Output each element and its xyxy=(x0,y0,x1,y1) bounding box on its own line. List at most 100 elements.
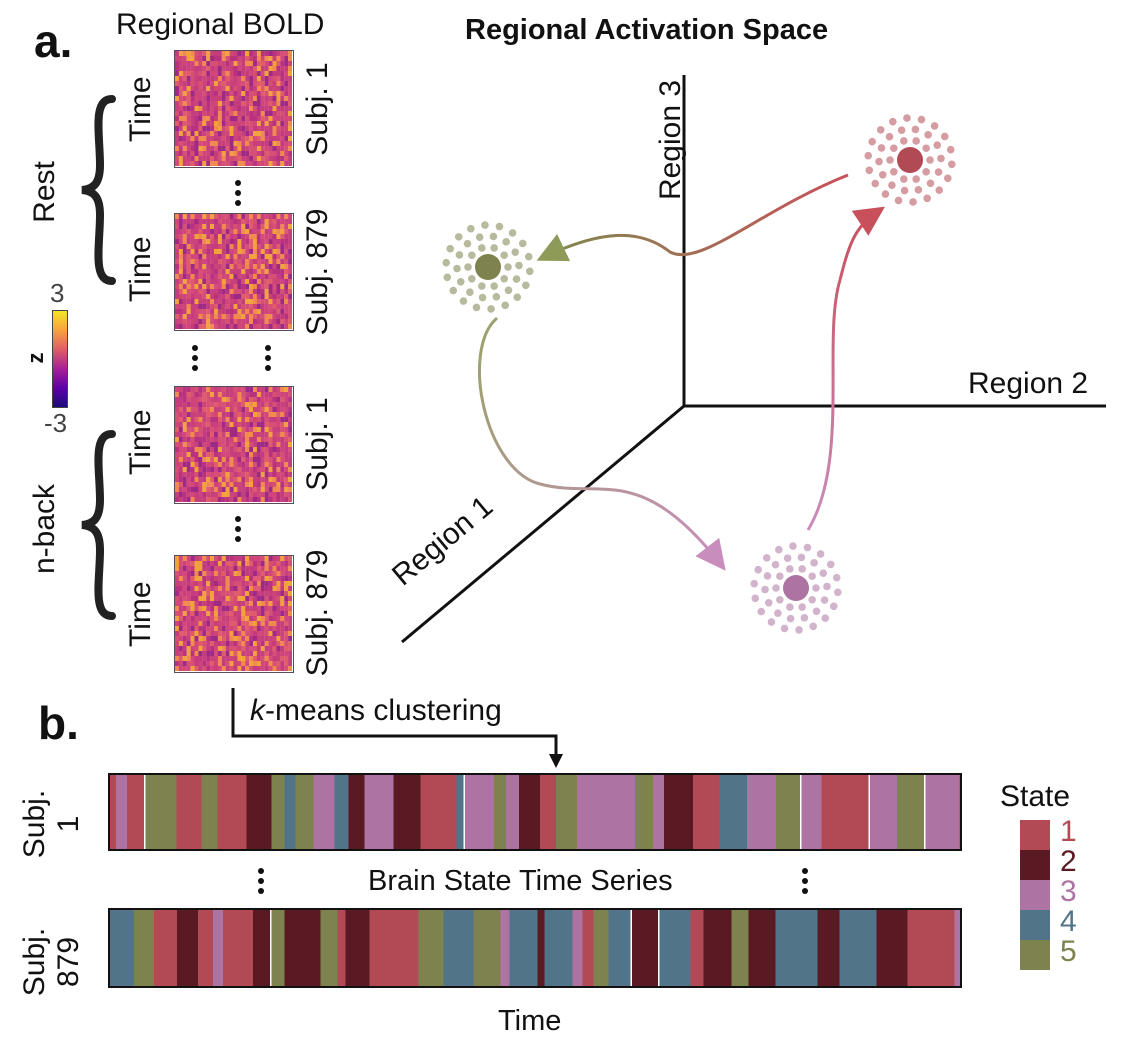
state-segment xyxy=(345,910,353,986)
cluster-point xyxy=(774,609,782,617)
cluster-point xyxy=(797,553,806,562)
state-segment xyxy=(176,775,202,849)
state-segment xyxy=(876,910,908,986)
state-segment xyxy=(572,910,583,986)
state-segment xyxy=(443,910,474,986)
cluster-point xyxy=(467,224,475,233)
state-segment xyxy=(690,910,704,986)
axis-lines xyxy=(401,75,1106,644)
cluster-point xyxy=(463,239,472,248)
state-segment xyxy=(305,910,321,986)
cluster-point xyxy=(468,251,476,260)
state-segment xyxy=(334,775,349,849)
ellipsis-series-left xyxy=(258,868,266,898)
cluster-point xyxy=(890,144,898,153)
cluster-point xyxy=(821,614,830,622)
cluster-state1 xyxy=(864,114,956,206)
cluster-point xyxy=(772,584,780,592)
cluster-point xyxy=(944,174,952,183)
cluster-point xyxy=(443,273,452,282)
cluster-point xyxy=(501,301,509,310)
cluster-point xyxy=(795,626,803,634)
cluster-point xyxy=(478,282,486,290)
state-segment xyxy=(213,910,223,986)
colorbar xyxy=(52,310,68,408)
cluster-point xyxy=(786,614,795,623)
state-segment xyxy=(246,775,260,849)
cluster-state3 xyxy=(750,542,842,634)
state-segment xyxy=(271,775,285,849)
state-segment xyxy=(519,775,540,849)
activation-space-title: Regional Activation Space xyxy=(465,14,829,46)
state-segment xyxy=(420,775,430,849)
cluster-point xyxy=(897,126,906,134)
cluster-point xyxy=(934,168,943,176)
heatmap-nback-subj1 xyxy=(174,386,294,504)
cluster-point xyxy=(900,186,909,195)
cluster-point xyxy=(478,293,487,302)
legend-label-state3: 3 xyxy=(1060,875,1077,908)
cluster-point xyxy=(492,293,501,301)
cluster-point xyxy=(865,166,874,175)
state-segment xyxy=(201,775,218,849)
state-segment xyxy=(145,775,177,849)
cluster-point xyxy=(775,545,783,554)
cluster-point xyxy=(922,167,930,176)
state-segment xyxy=(465,775,494,849)
cluster-point xyxy=(487,305,495,313)
cluster-centroid xyxy=(783,575,809,601)
state-segment xyxy=(635,775,653,849)
state-segment xyxy=(907,910,934,986)
state-segment xyxy=(606,775,635,849)
cluster-point xyxy=(511,248,520,257)
state-segment xyxy=(177,910,198,986)
heatmap-rest-subj1 xyxy=(174,50,294,168)
legend-swatch-state4 xyxy=(1020,910,1050,940)
cluster-point xyxy=(459,297,468,305)
state-segment xyxy=(393,775,421,849)
state-gap xyxy=(144,775,146,849)
cluster-point xyxy=(922,144,930,153)
state-segment xyxy=(608,910,631,986)
cluster-point xyxy=(937,154,945,163)
state-segment xyxy=(693,775,719,849)
cluster-point xyxy=(453,264,461,273)
state-segment xyxy=(364,775,377,849)
cluster-point xyxy=(504,286,513,295)
cluster-point xyxy=(914,186,923,194)
cluster-point xyxy=(466,288,474,296)
cluster-point xyxy=(478,244,486,252)
state-gap xyxy=(658,910,660,986)
cluster-point xyxy=(926,156,934,164)
ellipsis-rest xyxy=(235,180,243,210)
state-segment xyxy=(473,910,501,986)
state-segment xyxy=(429,775,457,849)
state-segment xyxy=(866,910,877,986)
state-segment xyxy=(348,775,365,849)
state-segment xyxy=(509,910,538,986)
cluster-point xyxy=(786,603,794,611)
cluster-point xyxy=(886,156,894,164)
cluster-point xyxy=(894,196,903,205)
state-segment xyxy=(801,775,822,849)
cluster-point xyxy=(917,115,926,124)
state-segment xyxy=(653,775,664,849)
cluster-point xyxy=(763,572,772,580)
kmeans-text: -means clustering xyxy=(265,694,502,727)
state-gap xyxy=(800,775,802,849)
state-gap xyxy=(630,910,632,986)
state-segment xyxy=(284,775,296,849)
cluster-point xyxy=(798,565,806,573)
cluster-point xyxy=(456,277,465,286)
state-segment xyxy=(582,910,594,986)
cluster-point xyxy=(786,565,794,573)
cluster-point xyxy=(495,222,504,231)
trajectory-state3-to-state1 xyxy=(806,206,885,531)
state-gap xyxy=(868,775,870,849)
cluster-point xyxy=(468,274,476,283)
cluster-point xyxy=(812,584,820,592)
state-segment xyxy=(776,775,800,849)
cluster-point xyxy=(761,585,769,594)
cluster-point xyxy=(481,221,489,229)
state-segment xyxy=(500,910,510,986)
